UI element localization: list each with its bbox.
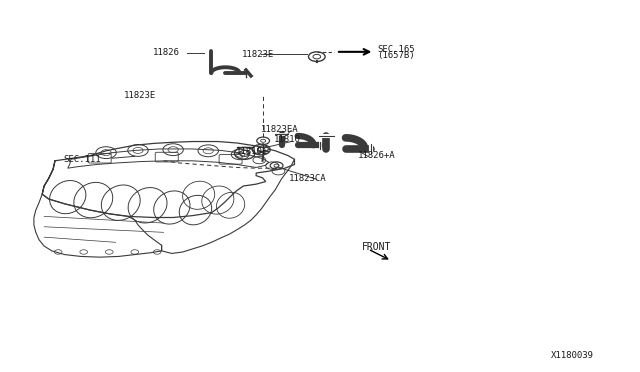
Text: 11826: 11826 xyxy=(153,48,180,57)
Text: 11823E: 11823E xyxy=(242,49,275,58)
Text: 11810E: 11810E xyxy=(236,147,268,155)
Text: SEC.111: SEC.111 xyxy=(63,155,101,164)
Text: 11823CA: 11823CA xyxy=(289,174,327,183)
Text: FRONT: FRONT xyxy=(362,242,391,252)
Text: (1657B): (1657B) xyxy=(378,51,415,60)
Text: 11826+A: 11826+A xyxy=(358,151,396,160)
Text: 11823EA: 11823EA xyxy=(261,125,299,134)
Text: 11823E: 11823E xyxy=(124,91,156,100)
Text: 11810: 11810 xyxy=(274,135,301,144)
Text: SEC.165: SEC.165 xyxy=(378,45,415,54)
Text: X1180039: X1180039 xyxy=(551,351,594,360)
Circle shape xyxy=(258,146,268,152)
